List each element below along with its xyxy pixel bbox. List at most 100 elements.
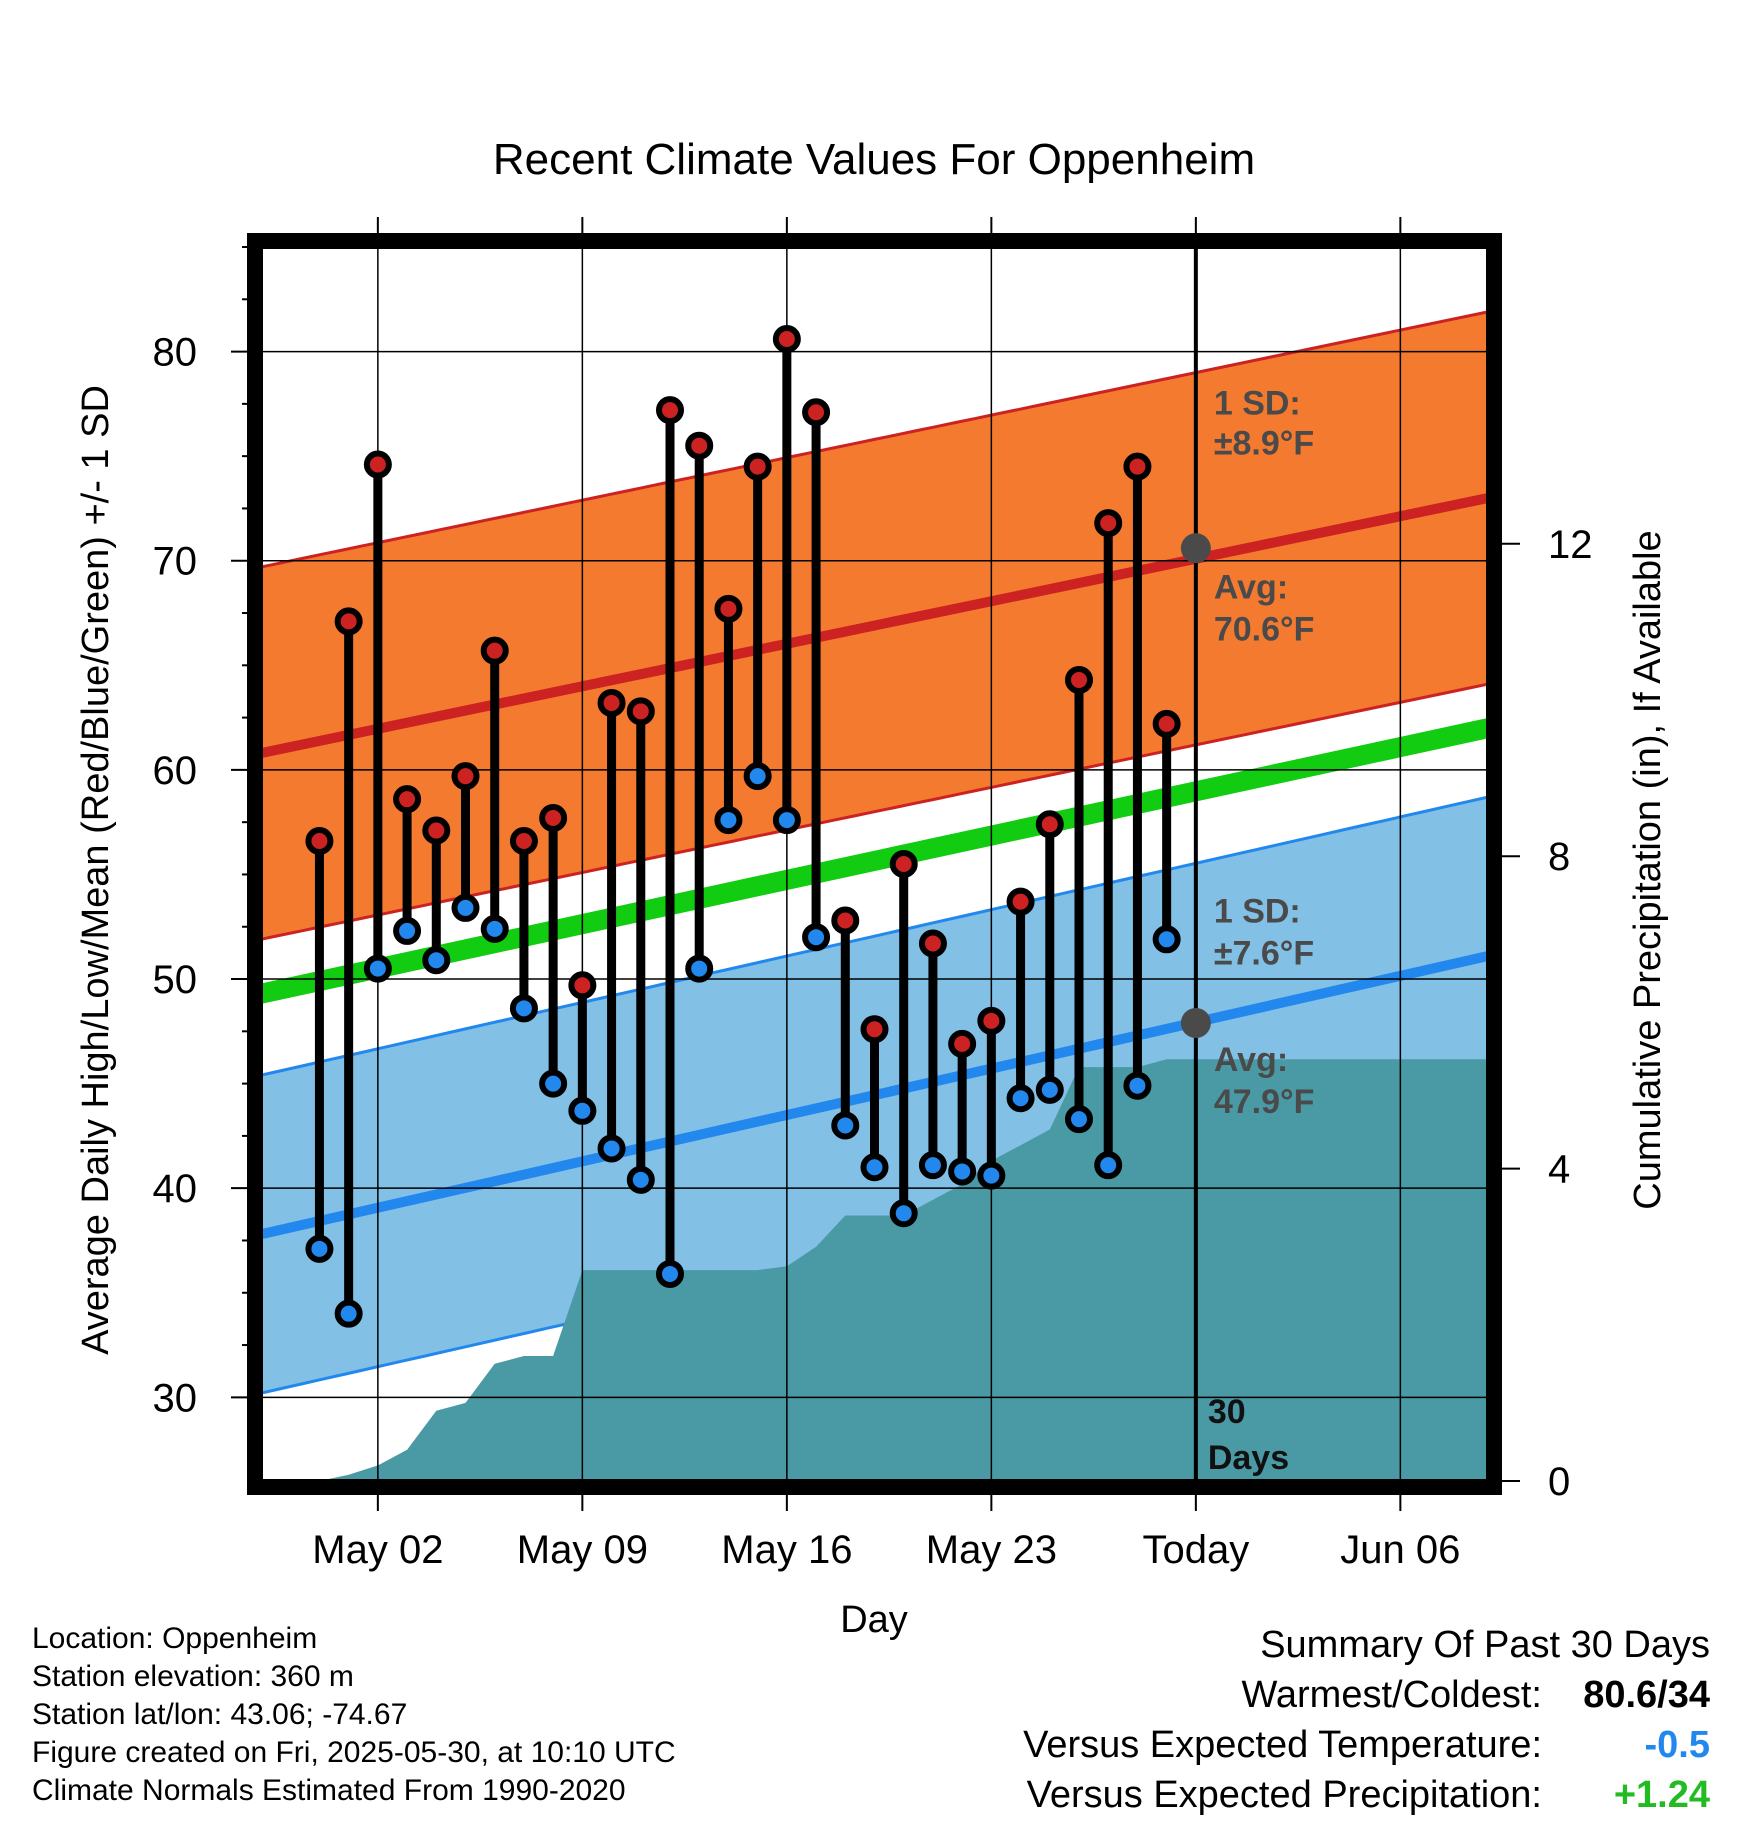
low-sd-label: 1 SD: <box>1214 893 1301 931</box>
high-normal-line <box>261 493 1488 758</box>
daily-high-point <box>889 850 918 878</box>
daily-high-point <box>685 431 714 460</box>
daily-high-point <box>1006 887 1035 916</box>
precipitation-area <box>261 1059 1488 1481</box>
x-tick-label: Today <box>1142 1528 1249 1572</box>
daily-high-point <box>977 1006 1006 1035</box>
daily-high-point <box>597 688 626 717</box>
created-text: Figure created on Fri, 2025-05-30, at 10… <box>32 1736 676 1769</box>
daily-low-point <box>802 923 831 952</box>
daily-high-point <box>305 826 334 855</box>
daily-low-point <box>539 1069 568 1098</box>
daily-low-point <box>597 1134 626 1163</box>
daily-low-point <box>948 1157 977 1186</box>
daily-low-point <box>743 762 772 791</box>
high-avg-label: Avg: <box>1214 568 1288 606</box>
chart-title: Recent Climate Values For Oppenheim <box>493 135 1255 184</box>
daily-high-point <box>451 762 480 791</box>
summary-warmest-row: Warmest/Coldest: 80.6/34 <box>1023 1670 1710 1720</box>
y2-axis-label: Cumulative Precipitation (in), If Availa… <box>1627 530 1669 1209</box>
x-axis-label: Day <box>840 1599 908 1641</box>
daily-low-point <box>422 946 451 975</box>
temp-value: -0.5 <box>1644 1724 1710 1766</box>
mean-normal-line <box>261 718 1488 1004</box>
high-sd-upper-edge <box>261 310 1488 569</box>
daily-low-point <box>1123 1071 1152 1100</box>
daily-high-point <box>656 396 684 425</box>
daily-low-point <box>977 1161 1006 1190</box>
x-tick-label: May 09 <box>517 1528 648 1572</box>
low-sd-upper-edge <box>261 795 1488 1077</box>
daily-low-point <box>363 954 392 983</box>
high-sd-value: ±8.9°F <box>1214 424 1314 462</box>
daily-low-point <box>685 954 714 983</box>
daily-high-point <box>918 929 947 958</box>
x-tick-label: May 23 <box>926 1528 1057 1572</box>
daily-low-point <box>451 893 480 922</box>
daily-high-point <box>626 697 655 726</box>
daily-high-point <box>714 594 743 623</box>
daily-high-point <box>1035 810 1064 839</box>
high-avg-value: 70.6°F <box>1214 610 1315 648</box>
daily-high-point <box>422 816 451 845</box>
temp-label: Versus Expected Temperature: <box>1023 1724 1542 1766</box>
daily-low-point <box>1152 925 1181 954</box>
daily-high-point <box>539 803 568 832</box>
daily-low-point <box>568 1096 597 1125</box>
daily-high-point <box>509 826 538 855</box>
latlon-text: Station lat/lon: 43.06; -74.67 <box>32 1698 408 1731</box>
daily-low-point <box>480 914 509 943</box>
precip-value: +1.24 <box>1613 1774 1710 1816</box>
daily-high-point <box>860 1015 889 1044</box>
daily-high-point <box>772 325 801 354</box>
daily-low-point <box>860 1153 889 1182</box>
x-tick-label: May 16 <box>721 1528 852 1572</box>
daily-high-point <box>393 785 422 814</box>
daily-low-point <box>831 1111 860 1140</box>
daily-high-point <box>831 906 860 935</box>
daily-low-point <box>656 1259 684 1288</box>
plot-clip-group <box>261 247 1488 1481</box>
daily-high-point <box>1065 665 1093 694</box>
y2-tick-label: 8 <box>1548 835 1570 879</box>
high-sd-label: 1 SD: <box>1214 384 1301 422</box>
high-avg-today-marker <box>1180 533 1211 564</box>
daily-high-point <box>480 636 509 665</box>
summary-heading: Summary Of Past 30 Days <box>1260 1624 1710 1666</box>
daily-high-point <box>743 452 772 481</box>
low-avg-today-marker <box>1180 1007 1211 1038</box>
daily-low-point <box>393 916 422 945</box>
y-axis-label: Average Daily High/Low/Mean (Red/Blue/Gr… <box>75 385 117 1355</box>
daily-high-point <box>802 398 831 427</box>
y2-tick-label: 0 <box>1548 1460 1570 1504</box>
daily-low-point <box>1035 1075 1064 1104</box>
station-info: Location: Oppenheim Station elevation: 3… <box>32 1620 676 1810</box>
summary-precip-row: Versus Expected Precipitation: +1.24 <box>1023 1770 1710 1820</box>
low-sd-value: ±7.6°F <box>1214 935 1314 973</box>
y-tick-label: 80 <box>153 331 198 375</box>
summary-panel: Summary Of Past 30 Days Warmest/Coldest:… <box>1023 1620 1710 1820</box>
precip-label: Versus Expected Precipitation: <box>1026 1774 1542 1816</box>
daily-high-point <box>1094 509 1123 538</box>
normals-text: Climate Normals Estimated From 1990-2020 <box>32 1774 626 1807</box>
daily-high-point <box>334 607 363 636</box>
daily-low-point <box>1006 1084 1035 1113</box>
daily-low-point <box>714 806 743 835</box>
location-text: Location: Oppenheim <box>32 1622 318 1655</box>
low-avg-label: Avg: <box>1214 1041 1288 1079</box>
x-tick-label: Jun 06 <box>1340 1528 1460 1572</box>
daily-high-point <box>1123 452 1152 481</box>
daily-low-point <box>1094 1151 1123 1180</box>
low-avg-value: 47.9°F <box>1214 1083 1315 1121</box>
daily-low-point <box>772 806 801 835</box>
y-tick-label: 30 <box>153 1376 198 1420</box>
daily-low-point <box>626 1165 655 1194</box>
daily-low-point <box>1065 1105 1093 1134</box>
y-tick-label: 60 <box>153 749 198 793</box>
plot-frame <box>247 233 1502 1495</box>
y-tick-label: 70 <box>153 540 198 584</box>
warmest-value: 80.6/34 <box>1583 1674 1710 1716</box>
y2-tick-label: 4 <box>1548 1148 1570 1192</box>
